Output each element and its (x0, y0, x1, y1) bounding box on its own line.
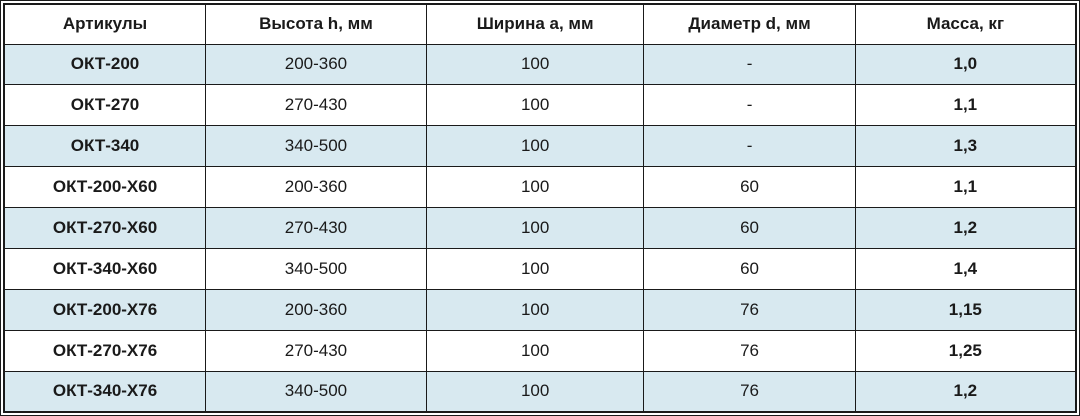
cell-article: ОКТ-200 (3, 43, 207, 86)
cell-article: ОКТ-200-Х60 (3, 166, 207, 208)
table-body: ОКТ-200 200-360 100 - 1,0 ОКТ-270 270-43… (3, 43, 1077, 413)
cell-article: ОКТ-340-Х60 (3, 247, 207, 290)
cell-diameter: - (643, 125, 856, 168)
table-row: ОКТ-200 200-360 100 - 1,0 (3, 43, 1077, 86)
cell-diameter: 76 (643, 288, 856, 331)
cell-mass: 1,2 (854, 370, 1077, 413)
cell-mass: 1,2 (854, 207, 1077, 249)
cell-diameter: 76 (643, 370, 856, 413)
cell-height: 200-360 (205, 43, 427, 86)
cell-diameter: 60 (643, 166, 856, 208)
cell-height: 340-500 (205, 370, 427, 413)
table-row: ОКТ-200-Х60 200-360 100 60 1,1 (3, 166, 1077, 208)
table-header: Артикулы Высота h, мм Ширина a, мм Диаме… (3, 3, 1077, 45)
cell-article: ОКТ-340 (3, 125, 207, 168)
cell-mass: 1,25 (854, 329, 1077, 372)
col-header-height: Высота h, мм (205, 3, 427, 45)
table-row: ОКТ-200-Х76 200-360 100 76 1,15 (3, 288, 1077, 331)
cell-width: 100 (425, 166, 645, 208)
cell-diameter: 76 (643, 329, 856, 372)
cell-width: 100 (425, 207, 645, 249)
table-row: ОКТ-340-Х60 340-500 100 60 1,4 (3, 247, 1077, 290)
cell-width: 100 (425, 329, 645, 372)
table-row: ОКТ-340-Х76 340-500 100 76 1,2 (3, 370, 1077, 413)
col-header-width: Ширина a, мм (425, 3, 645, 45)
col-header-article: Артикулы (3, 3, 207, 45)
cell-mass: 1,15 (854, 288, 1077, 331)
cell-width: 100 (425, 125, 645, 168)
table-row: ОКТ-270 270-430 100 - 1,1 (3, 84, 1077, 127)
cell-width: 100 (425, 84, 645, 127)
cell-height: 200-360 (205, 288, 427, 331)
cell-mass: 1,1 (854, 166, 1077, 208)
cell-mass: 1,1 (854, 84, 1077, 127)
cell-article: ОКТ-340-Х76 (3, 370, 207, 413)
col-header-diameter: Диаметр d, мм (643, 3, 856, 45)
cell-diameter: 60 (643, 207, 856, 249)
cell-mass: 1,4 (854, 247, 1077, 290)
cell-width: 100 (425, 370, 645, 413)
cell-height: 270-430 (205, 329, 427, 372)
header-row: Артикулы Высота h, мм Ширина a, мм Диаме… (3, 3, 1077, 45)
cell-diameter: - (643, 43, 856, 86)
cell-diameter: 60 (643, 247, 856, 290)
cell-width: 100 (425, 43, 645, 86)
table-row: ОКТ-340 340-500 100 - 1,3 (3, 125, 1077, 168)
cell-article: ОКТ-270-Х60 (3, 207, 207, 249)
cell-article: ОКТ-270 (3, 84, 207, 127)
cell-height: 200-360 (205, 166, 427, 208)
col-header-mass: Масса, кг (854, 3, 1077, 45)
cell-height: 340-500 (205, 125, 427, 168)
cell-mass: 1,0 (854, 43, 1077, 86)
cell-height: 270-430 (205, 207, 427, 249)
table-row: ОКТ-270-Х76 270-430 100 76 1,25 (3, 329, 1077, 372)
cell-article: ОКТ-270-Х76 (3, 329, 207, 372)
cell-mass: 1,3 (854, 125, 1077, 168)
cell-width: 100 (425, 247, 645, 290)
cell-diameter: - (643, 84, 856, 127)
product-spec-table: Артикулы Высота h, мм Ширина a, мм Диаме… (3, 3, 1077, 413)
table-row: ОКТ-270-Х60 270-430 100 60 1,2 (3, 207, 1077, 249)
cell-height: 340-500 (205, 247, 427, 290)
cell-article: ОКТ-200-Х76 (3, 288, 207, 331)
cell-height: 270-430 (205, 84, 427, 127)
cell-width: 100 (425, 288, 645, 331)
